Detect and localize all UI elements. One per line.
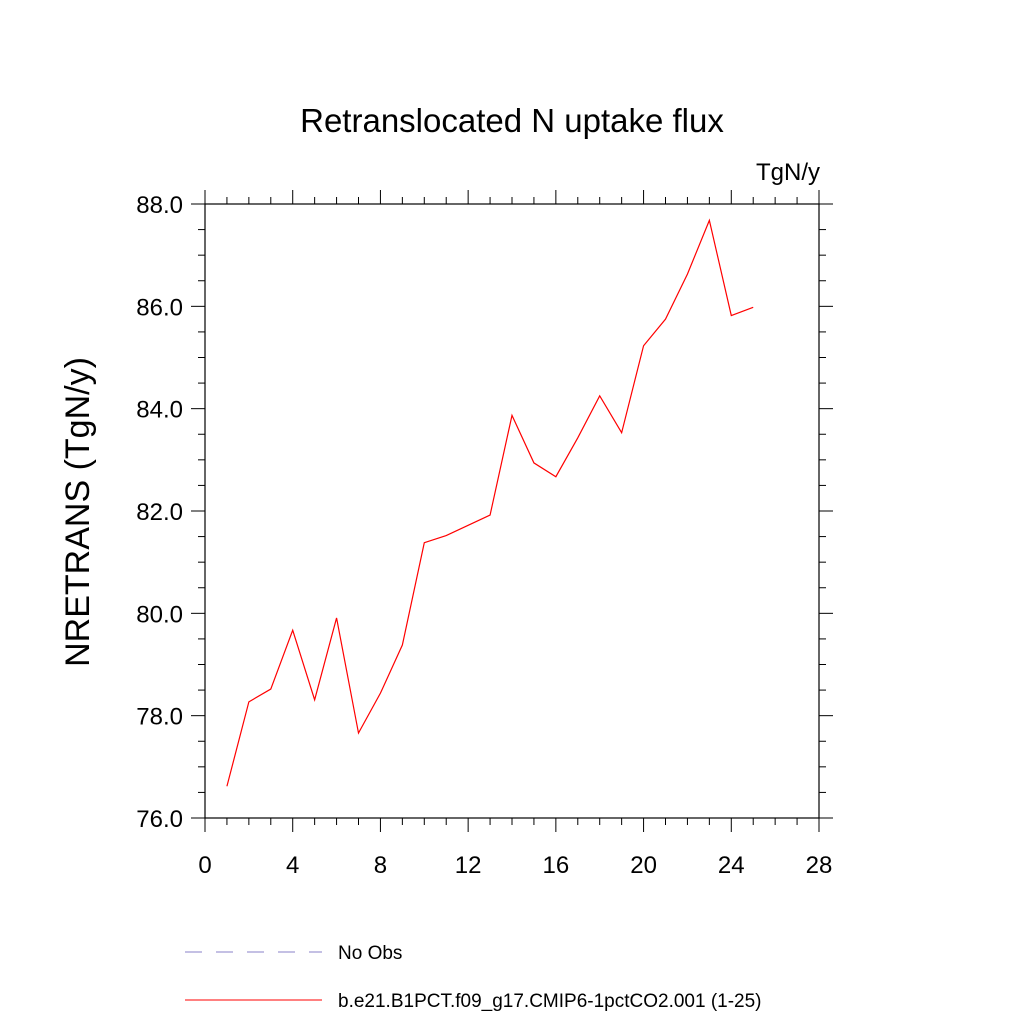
y-tick-label: 86.0 xyxy=(136,294,183,321)
x-tick-label: 20 xyxy=(630,852,657,879)
y-tick-label: 82.0 xyxy=(136,499,183,526)
series-line xyxy=(226,218,754,787)
series-layer xyxy=(226,218,754,787)
axis-ticks xyxy=(191,190,833,832)
legend: No Obs b.e21.B1PCT.f09_g17.CMIP6-1pctCO2.… xyxy=(185,943,762,1012)
legend-label: b.e21.B1PCT.f09_g17.CMIP6-1pctCO2.001 (1… xyxy=(338,991,762,1012)
x-tick-label: 0 xyxy=(198,852,211,879)
x-tick-label: 16 xyxy=(543,852,570,879)
y-tick-label: 80.0 xyxy=(136,601,183,628)
x-tick-label: 4 xyxy=(286,852,299,879)
x-tick-label: 24 xyxy=(718,852,745,879)
axis-tick-labels: 0 4 8 12 16 20 24 28 76.0 78.0 80.0 82.0 84.0 86.0 88.… xyxy=(136,192,832,879)
x-tick-label: 12 xyxy=(455,852,482,879)
y-tick-label: 76.0 xyxy=(136,806,183,833)
y-tick-label: 84.0 xyxy=(136,397,183,424)
units-label: TgN/y xyxy=(756,159,820,186)
x-tick-label: 28 xyxy=(806,852,833,879)
legend-label: No Obs xyxy=(338,943,402,964)
y-tick-label: 88.0 xyxy=(136,192,183,219)
y-tick-label: 78.0 xyxy=(136,704,183,731)
y-axis-label: NRETRANS (TgN/y) xyxy=(59,357,97,667)
chart-title: Retranslocated N uptake flux xyxy=(300,102,724,139)
x-tick-label: 8 xyxy=(374,852,387,879)
